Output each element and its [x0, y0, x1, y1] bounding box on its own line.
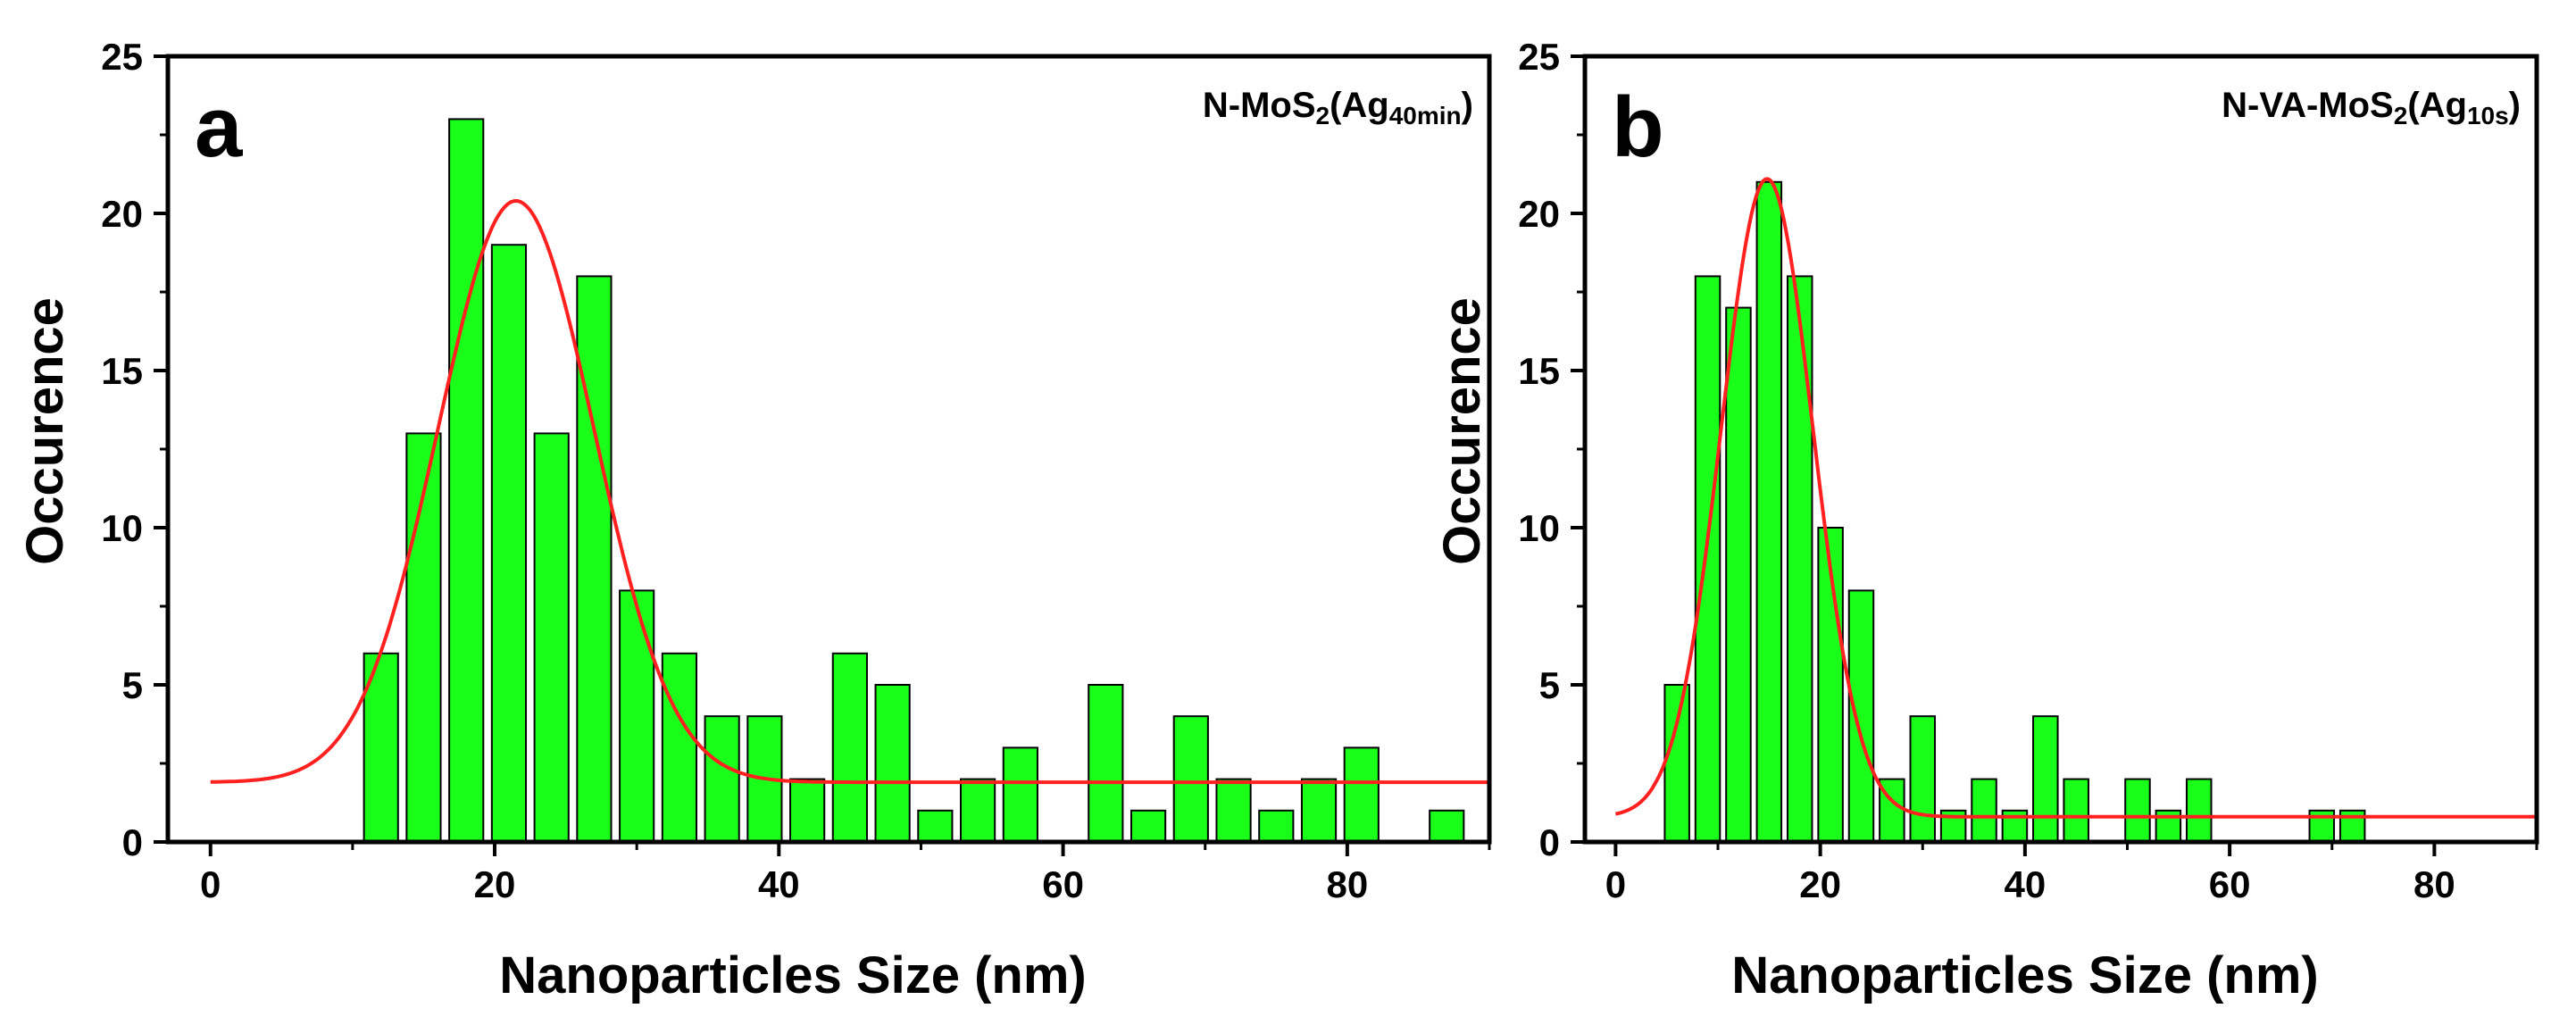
x-axis-ticks-a: 0 20 40 60 80: [200, 842, 1491, 905]
histogram-bar-b-17: [2185, 778, 2213, 843]
histogram-bar-a-19: [1172, 715, 1209, 844]
sample-label-b: N-VA-MoS2(Ag10s): [2222, 86, 2521, 129]
x-tick-label-a: 0: [200, 863, 221, 905]
histogram-bar-a-6: [619, 589, 655, 844]
y-axis-title-b: Occurence: [1433, 297, 1491, 565]
y-tick-label-a: 10: [101, 507, 143, 549]
histogram-bar-b-8: [1909, 715, 1937, 844]
y-tick-label-a: 20: [101, 193, 143, 235]
y-tick-label-b: 15: [1518, 350, 1560, 392]
y-axis-title-a: Occurence: [16, 297, 74, 565]
x-tick-label-b: 80: [2413, 863, 2455, 905]
histogram-bars-a: [363, 118, 1465, 844]
histogram-bar-b-2: [1725, 306, 1752, 844]
histogram-bar-a-3: [490, 244, 528, 843]
histogram-bar-a-17: [1088, 684, 1124, 843]
histogram-bars-b: [1663, 180, 2366, 844]
histogram-bar-b-13: [2063, 778, 2089, 843]
x-axis-title-b: Nanoparticles Size (nm): [1731, 946, 2318, 1004]
x-axis-ticks-b: 0 20 40 60 80: [1605, 842, 2538, 905]
gaussian-fit-curve-b: [1615, 177, 2537, 819]
histogram-bar-a-18: [1130, 809, 1167, 843]
x-tick-label-b: 20: [1799, 863, 1841, 905]
panel-letter-a: a: [195, 79, 243, 175]
histogram-bar-a-8: [704, 715, 740, 844]
x-tick-label-a: 60: [1042, 863, 1084, 905]
y-tick-label-b: 10: [1518, 507, 1560, 549]
histogram-bar-a-4: [533, 432, 570, 843]
histogram-bar-b-10: [1971, 778, 1997, 843]
x-axis-title-a: Nanoparticles Size (nm): [499, 946, 1086, 1004]
gaussian-fit-curve-a: [210, 198, 1489, 785]
histogram-bar-a-7: [661, 652, 698, 843]
y-tick-label-a: 15: [101, 350, 143, 392]
sample-label-a: N-MoS2(Ag40min): [1203, 86, 1473, 129]
histogram-bar-b-4: [1786, 275, 1813, 843]
y-tick-label-b: 5: [1539, 664, 1560, 706]
panel-letter-b: b: [1612, 79, 1664, 175]
y-tick-label-a: 0: [122, 821, 143, 863]
histogram-bar-a-5: [576, 275, 613, 843]
y-tick-label-a: 5: [122, 664, 143, 706]
y-tick-label-b: 0: [1539, 821, 1560, 863]
x-tick-label-a: 80: [1327, 863, 1369, 905]
histogram-bar-a-21: [1258, 809, 1295, 843]
histogram-bar-b-15: [2124, 778, 2151, 843]
histogram-bar-b-0: [1663, 684, 1690, 843]
chart-panel-a: 0 20 40 60 80 0 5 10 15 20 25 a N-MoS2(Ag40min) N…: [16, 36, 1492, 1004]
histogram-bar-a-1: [405, 432, 442, 843]
histogram-bar-b-3: [1755, 180, 1783, 844]
histogram-bar-a-25: [1429, 809, 1465, 843]
y-axis-ticks-a: 0 5 10 15 20 25: [101, 36, 168, 863]
histogram-bar-a-11: [831, 652, 868, 843]
histogram-bar-a-20: [1215, 778, 1252, 843]
histogram-bar-a-12: [874, 684, 911, 843]
y-tick-label-a: 25: [101, 36, 143, 78]
y-tick-label-b: 25: [1518, 36, 1560, 78]
histogram-bar-a-22: [1300, 778, 1338, 843]
histogram-bar-a-23: [1343, 746, 1380, 844]
y-axis-ticks-b: 0 5 10 15 20 25: [1518, 36, 1585, 863]
histogram-bar-b-12: [2032, 715, 2059, 844]
histogram-bar-b-1: [1694, 275, 1722, 843]
histogram-bar-a-10: [789, 778, 826, 843]
histogram-bar-a-15: [1002, 746, 1038, 844]
x-tick-label-b: 40: [2005, 863, 2047, 905]
y-tick-label-b: 20: [1518, 193, 1560, 235]
histogram-bar-b-6: [1847, 589, 1875, 844]
histogram-bar-a-14: [960, 778, 996, 843]
histogram-bar-a-2: [448, 118, 485, 843]
x-tick-label-b: 0: [1605, 863, 1626, 905]
x-tick-label-a: 40: [758, 863, 800, 905]
x-tick-label-b: 60: [2209, 863, 2251, 905]
x-tick-label-a: 20: [474, 863, 516, 905]
histogram-bar-a-13: [917, 809, 954, 843]
